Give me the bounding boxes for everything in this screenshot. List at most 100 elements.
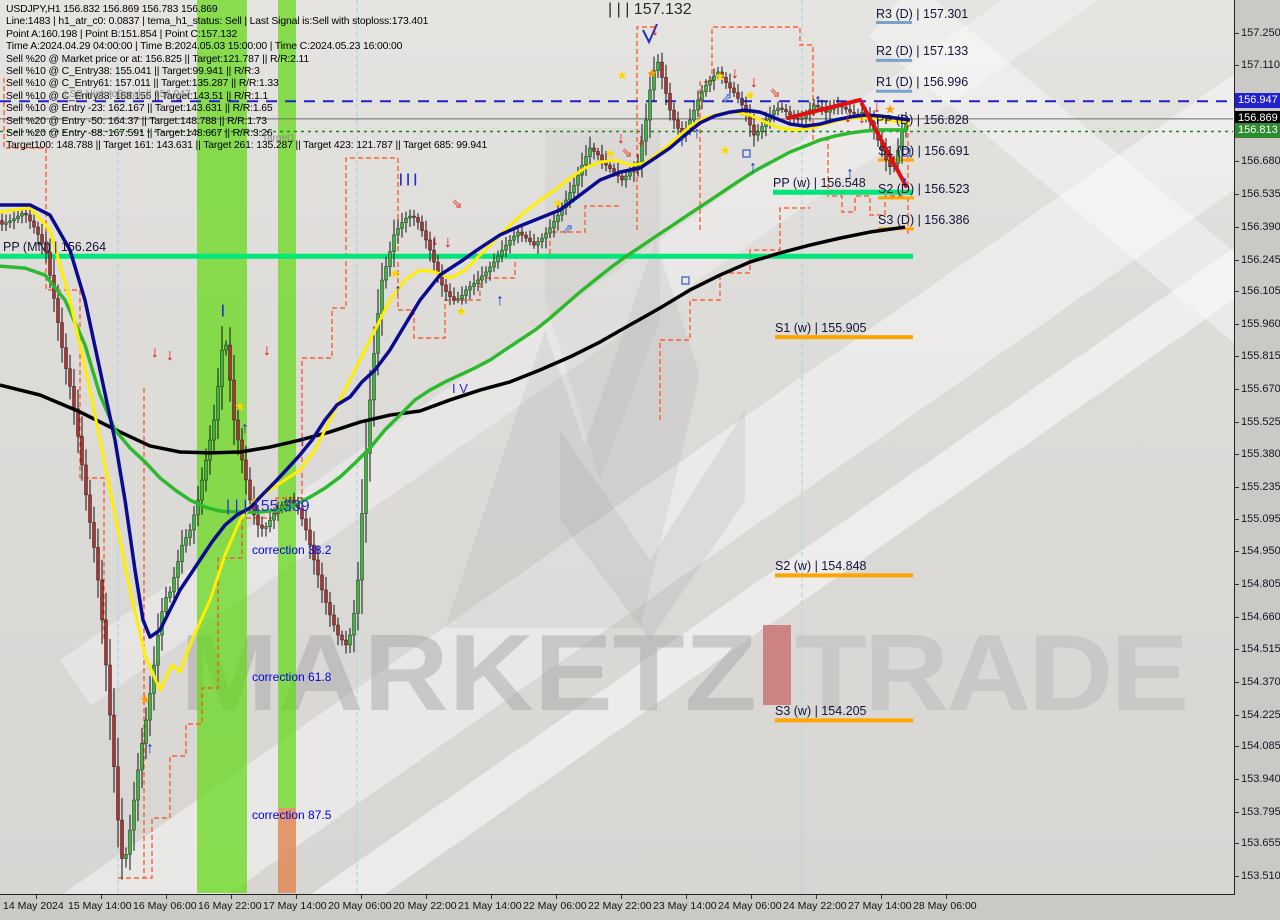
buy-arrow-icon: ↑	[814, 92, 822, 109]
star-signal-icon: ★	[605, 148, 615, 160]
candle-body	[800, 117, 804, 120]
candle-body	[80, 436, 84, 466]
candle-body	[392, 234, 396, 252]
price-axis-label: 154.370	[1241, 676, 1280, 689]
buy-arrow-icon: ↑	[693, 125, 701, 142]
price-tick	[1235, 649, 1239, 651]
candle-body	[36, 226, 40, 235]
candle-body	[116, 766, 120, 821]
candle-body	[132, 799, 136, 831]
sell-arrow-icon: ↓	[431, 232, 439, 249]
time-tick	[166, 895, 167, 899]
time-tick	[231, 895, 232, 899]
time-tick	[101, 895, 102, 899]
buy-arrow-icon: ↑	[901, 174, 909, 191]
price-tag: 156.813	[1235, 123, 1280, 139]
candle-body	[32, 220, 36, 228]
time-axis-label: 21 May 14:00	[458, 900, 522, 912]
candle-body	[608, 164, 612, 169]
candle-body	[596, 151, 600, 156]
candle-body	[500, 249, 504, 257]
ma-line-green	[0, 128, 908, 514]
time-axis-label: 24 May 06:00	[718, 900, 782, 912]
candle-body	[96, 547, 100, 581]
sell-arrow-icon: ↓	[750, 74, 758, 91]
time-axis-label: 20 May 06:00	[328, 900, 392, 912]
candle-body	[232, 379, 236, 421]
star-signal-icon: ★	[235, 401, 245, 413]
price-axis-label: 153.510	[1241, 869, 1280, 882]
candle-body	[568, 192, 572, 201]
candle-body	[0, 220, 4, 225]
candlestick-chart[interactable]: ↓ ↓ ↓↓ ↓↓ ↓↓↓↓↓ ↓↓↑↑↑↑↑↑ ↑↑↑↑↑↑⇘⇘⇘⇗⇗★★★★★★ ★★★★…	[0, 0, 1234, 894]
price-axis-label: 155.380	[1241, 448, 1280, 461]
candle-body	[64, 347, 68, 369]
candle-body	[532, 241, 536, 246]
candle-body	[496, 255, 500, 263]
candle-body	[8, 220, 12, 223]
candle-body	[696, 99, 700, 111]
sell-arrow-icon: ↓	[166, 347, 174, 364]
candle-body	[752, 124, 756, 136]
candle-body	[576, 174, 580, 186]
candle-body	[528, 237, 532, 242]
price-tick	[1235, 259, 1239, 261]
candle-body	[848, 109, 852, 113]
time-axis-label: 16 May 22:00	[198, 900, 262, 912]
price-axis[interactable]: 157.250 157.110 156.680 156.535 156.390 156.2…	[1235, 0, 1280, 894]
price-axis-label: 154.085	[1241, 740, 1280, 753]
price-tick	[1235, 454, 1239, 456]
candle-body	[384, 266, 388, 281]
candle-body	[20, 213, 24, 217]
candle-body	[12, 218, 16, 222]
candle-body	[376, 313, 380, 354]
price-tick	[1235, 389, 1239, 391]
candle-body	[272, 513, 276, 521]
candle-body	[644, 119, 648, 142]
candle-body	[156, 634, 160, 666]
candle-body	[512, 235, 516, 241]
candle-body	[320, 574, 324, 591]
price-tick	[1235, 291, 1239, 293]
candle-body	[468, 286, 472, 291]
candle-body	[44, 243, 48, 253]
candle-body	[16, 215, 20, 219]
candle-body	[552, 221, 556, 229]
candle-body	[664, 77, 668, 94]
price-axis-label: 157.110	[1241, 58, 1280, 71]
candle-body	[352, 613, 356, 636]
candle-body	[668, 93, 672, 111]
candle-body	[308, 529, 312, 546]
price-tick	[1235, 616, 1239, 618]
candle-body	[368, 399, 372, 454]
candle-body	[268, 519, 272, 527]
candle-body	[852, 111, 856, 115]
time-axis[interactable]: 14 May 2024 15 May 14:00 16 May 06:00 16 Ma…	[0, 895, 1280, 920]
candle-body	[124, 854, 128, 859]
candle-body	[312, 544, 316, 561]
candle-body	[24, 213, 28, 216]
square-marker-icon	[902, 148, 911, 157]
price-tick	[1235, 551, 1239, 553]
bg-logo-shapes	[0, 0, 1234, 894]
candle-body	[4, 222, 8, 225]
star-signal-icon: ★	[140, 694, 150, 706]
candle-body	[488, 266, 492, 273]
atr-trail-line	[659, 207, 810, 420]
candle-body	[524, 234, 528, 239]
candle-body	[396, 228, 400, 236]
sell-arrow-icon: ↓	[263, 342, 271, 359]
time-tick	[686, 895, 687, 899]
chart-plot-area[interactable]: MARKETZ TRADE ↓ ↓ ↓ ↓ ↓ ↓ ↓ ↓ ↓ ↓ ↓ ↓ ↓ ↑ ↑ ↑ ↑ ↑ ↑ ↑ ↑ ↑ ↑ ↑ ↑ ⇘ ⇘…	[0, 0, 1235, 895]
sell-arrow-icon: ↓	[151, 344, 159, 361]
time-tick	[816, 895, 817, 899]
candle-body	[704, 84, 708, 92]
sell-arrow-icon: ↓	[731, 65, 739, 82]
buy-arrow-icon: ↑	[241, 420, 249, 437]
candle-body	[740, 98, 744, 106]
candle-body	[140, 743, 144, 771]
candle-body	[92, 522, 96, 548]
star-signal-icon: ★	[390, 268, 400, 280]
candle-body	[776, 107, 780, 111]
